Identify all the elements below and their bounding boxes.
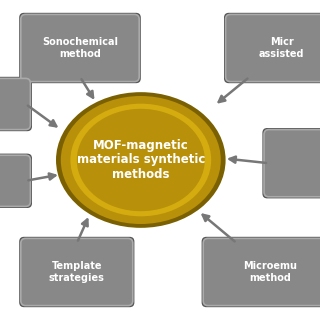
FancyBboxPatch shape [262,128,320,198]
Ellipse shape [61,96,221,224]
FancyBboxPatch shape [202,237,320,307]
FancyBboxPatch shape [0,77,32,131]
FancyBboxPatch shape [0,155,30,206]
FancyBboxPatch shape [19,237,134,307]
Ellipse shape [77,109,205,211]
Text: MOF-magnetic
materials synthetic
methods: MOF-magnetic materials synthetic methods [76,139,205,181]
Text: Microemu
method: Microemu method [244,261,297,283]
FancyBboxPatch shape [21,238,133,306]
Text: Template
strategies: Template strategies [49,261,105,283]
FancyBboxPatch shape [21,14,139,82]
FancyBboxPatch shape [224,13,320,83]
FancyBboxPatch shape [0,154,32,208]
FancyBboxPatch shape [19,13,141,83]
Ellipse shape [70,104,211,216]
Text: Micr
assisted: Micr assisted [259,37,304,59]
FancyBboxPatch shape [203,238,320,306]
FancyBboxPatch shape [264,130,320,197]
Ellipse shape [56,92,226,228]
FancyBboxPatch shape [226,14,320,82]
FancyBboxPatch shape [0,78,30,130]
Text: Sonochemical
method: Sonochemical method [42,37,118,59]
